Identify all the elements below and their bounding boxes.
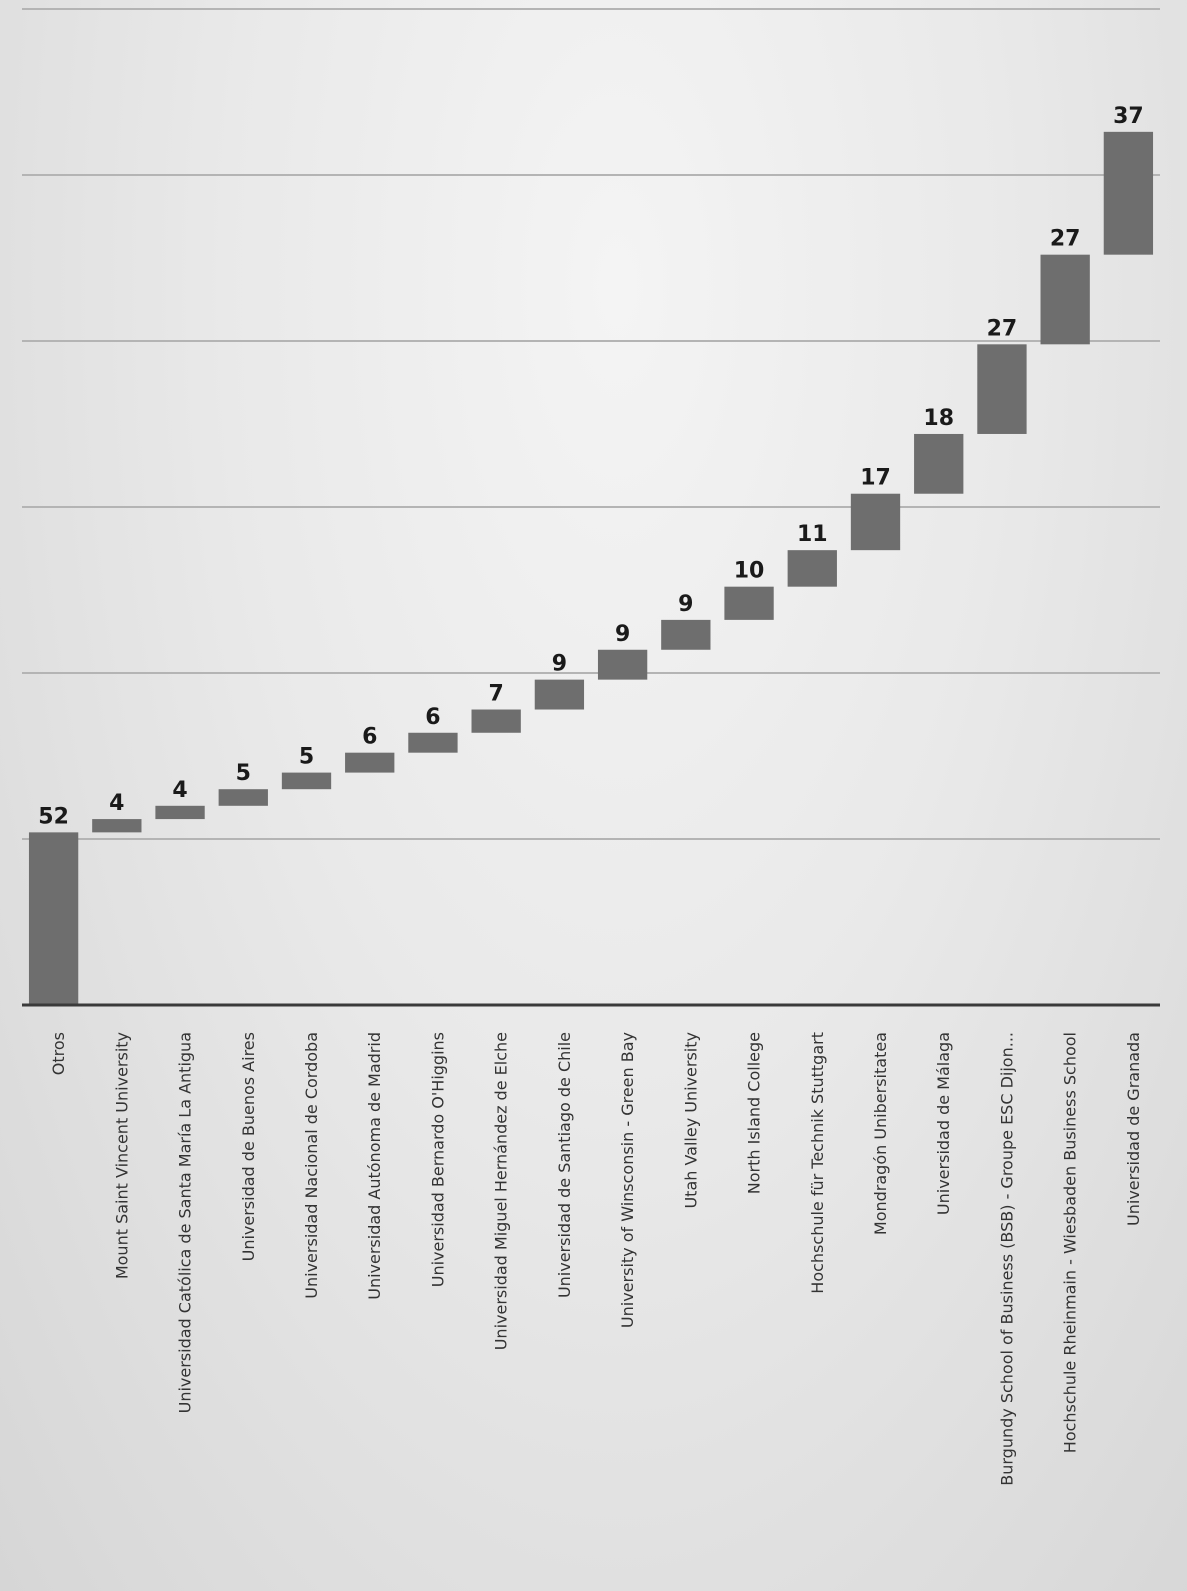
category-label-13: Hochschule für Technik Stuttgart [808, 1032, 827, 1294]
data-label-18: 37 [1113, 104, 1144, 129]
data-label-11: 9 [678, 592, 693, 617]
category-label-5: Universidad Nacional de Cordoba [302, 1032, 321, 1299]
data-label-3: 4 [172, 778, 187, 803]
data-label-4: 5 [236, 761, 251, 786]
bars [28, 131, 1154, 1005]
bar-3 [155, 805, 205, 820]
data-label-15: 18 [923, 406, 954, 431]
bar-5 [281, 772, 332, 790]
category-label-3: Universidad Católica de Santa María La A… [176, 1032, 195, 1413]
bar-10 [597, 649, 648, 680]
bar-2 [92, 819, 142, 833]
bar-18 [1103, 131, 1154, 255]
data-labels: 52 4 4 5 5 6 6 7 9 9 9 10 11 17 18 27 27 37 [38, 104, 1143, 830]
category-label-8: Universidad Miguel Hernández de Elche [492, 1032, 511, 1350]
bar-1 [28, 832, 79, 1005]
bar-17 [1040, 254, 1090, 345]
category-label-18: Universidad de Granada [1124, 1032, 1143, 1226]
data-label-13: 11 [797, 522, 828, 547]
category-label-12: North Island College [745, 1032, 764, 1194]
bar-6 [345, 752, 395, 773]
bar-13 [787, 550, 837, 587]
category-label-6: Universidad Autónoma de Madrid [365, 1032, 384, 1300]
category-label-2: Mount Saint Vincent University [112, 1032, 131, 1279]
data-label-1: 52 [38, 804, 69, 829]
bar-7 [408, 732, 458, 753]
data-label-2: 4 [109, 791, 124, 816]
category-label-14: Mondragón Unibersitatea [871, 1032, 890, 1235]
bar-16 [977, 344, 1027, 434]
data-label-17: 27 [1050, 227, 1081, 252]
category-label-16: Burgundy School of Business (BSB) - Grou… [997, 1032, 1016, 1486]
category-label-17: Hochschule Rheinmain - Wiesbaden Busines… [1061, 1032, 1080, 1453]
category-label-9: Universidad de Santiago de Chile [555, 1032, 574, 1298]
data-label-16: 27 [987, 316, 1018, 341]
data-label-10: 9 [615, 622, 630, 647]
data-label-8: 7 [489, 682, 504, 707]
category-label-10: University of Winsconsin - Green Bay [618, 1032, 637, 1328]
data-label-12: 10 [734, 559, 765, 584]
category-labels: Otros Mount Saint Vincent University Unive… [49, 1032, 1143, 1486]
bar-15 [914, 433, 964, 494]
data-label-7: 6 [425, 705, 440, 730]
category-label-7: Universidad Bernardo O'Higgins [428, 1032, 447, 1287]
category-label-11: Utah Valley University [681, 1032, 700, 1209]
bar-9 [534, 679, 585, 710]
data-label-14: 17 [860, 466, 891, 491]
category-label-4: Universidad de Buenos Aires [239, 1032, 258, 1261]
category-label-15: Universidad de Málaga [934, 1032, 953, 1215]
data-label-5: 5 [299, 745, 314, 770]
data-label-9: 9 [552, 652, 567, 677]
bar-12 [724, 586, 774, 620]
bar-4 [218, 789, 268, 806]
bar-11 [661, 619, 711, 650]
category-label-1: Otros [49, 1032, 68, 1075]
bar-14 [850, 493, 901, 551]
data-label-6: 6 [362, 725, 377, 750]
gridlines [22, 8, 1160, 840]
bar-8 [471, 709, 521, 733]
